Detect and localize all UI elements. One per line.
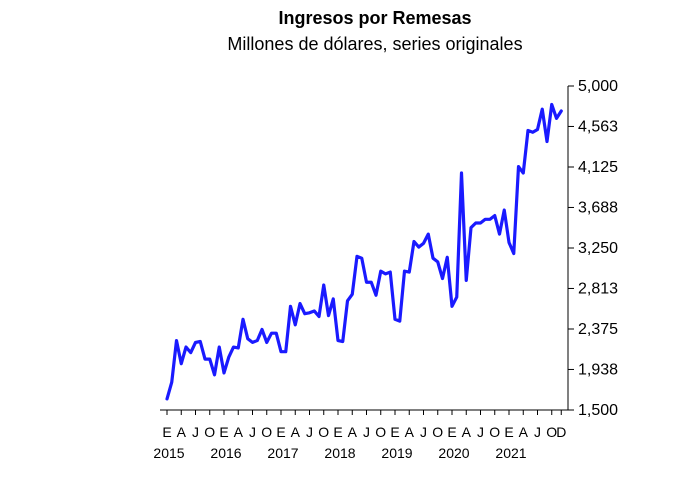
x-tick-label: O [318,424,329,440]
x-tick-label: O [432,424,443,440]
x-tick-label: A [348,424,358,440]
x-tick-label: J [534,424,541,440]
x-year-label: 2020 [438,445,469,461]
x-tick-label: O [489,424,500,440]
x-tick-label: A [405,424,415,440]
y-tick-label: 1,500 [578,402,618,419]
y-tick-label: 2,813 [578,280,618,297]
x-tick-label: A [234,424,244,440]
x-tick-label: D [556,424,566,440]
x-tick-label: J [306,424,313,440]
x-tick-label: O [204,424,215,440]
y-tick-label: 2,375 [578,321,618,338]
x-tick-label: J [477,424,484,440]
x-tick-label: J [420,424,427,440]
x-year-label: 2016 [210,445,241,461]
x-year-label: 2019 [381,445,412,461]
plot-area [165,102,563,401]
x-tick-label: O [546,424,557,440]
y-axis: 1,500 1,938 2,375 2,813 3,250 3,688 4,125 4,563… [567,78,618,419]
chart-subtitle: Millones de dólares, series originales [227,34,523,54]
y-tick-label: 4,563 [578,118,618,135]
x-tick-label: E [219,424,228,440]
x-tick-label: A [519,424,529,440]
x-tick-label: A [291,424,301,440]
x-tick-label: J [363,424,370,440]
x-tick-label: O [375,424,386,440]
x-tick-label: E [162,424,171,440]
x-year-label: 2021 [495,445,526,461]
x-tick-label: J [249,424,256,440]
chart-title: Ingresos por Remesas [278,8,472,28]
series-line [165,102,563,401]
y-tick-label: 4,125 [578,159,618,176]
x-year-label: 2015 [153,445,184,461]
x-tick-label: J [192,424,199,440]
x-tick-label: E [447,424,456,440]
y-tick-label: 3,250 [578,240,618,257]
y-tick-label: 5,000 [578,78,618,95]
x-year-label: 2017 [267,445,298,461]
x-tick-label: A [462,424,472,440]
y-tick-label: 1,938 [578,361,618,378]
x-tick-label: E [390,424,399,440]
x-tick-label: E [276,424,285,440]
y-tick-label: 3,688 [578,199,618,216]
x-tick-label: O [261,424,272,440]
x-year-label: 2018 [324,445,355,461]
x-tick-label: E [333,424,342,440]
x-tick-label: E [504,424,513,440]
x-tick-label: A [177,424,187,440]
